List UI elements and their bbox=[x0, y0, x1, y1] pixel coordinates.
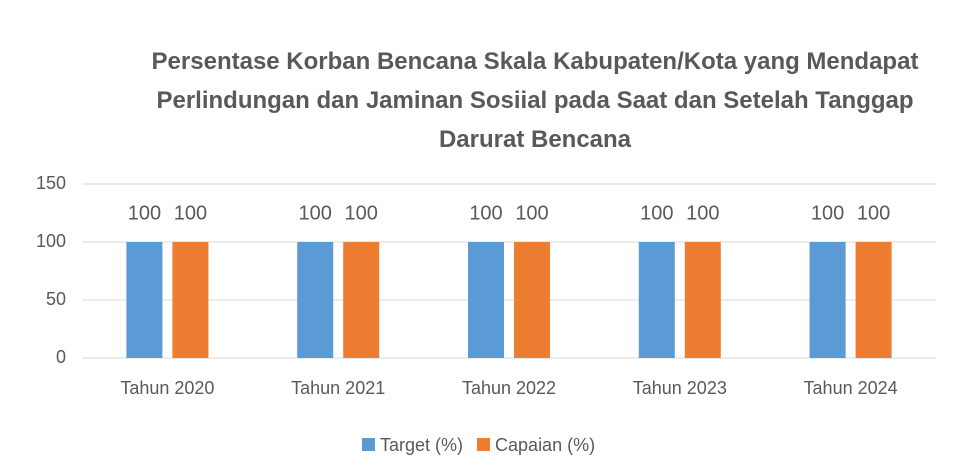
data-label: 100 bbox=[299, 202, 332, 224]
bar bbox=[514, 242, 550, 358]
data-label: 100 bbox=[345, 202, 378, 224]
bar bbox=[638, 242, 675, 358]
legend-label: Capaian (%) bbox=[495, 435, 595, 455]
bar bbox=[343, 242, 380, 358]
bar bbox=[468, 242, 504, 358]
x-tick-label: Tahun 2024 bbox=[804, 378, 898, 398]
y-tick-label: 150 bbox=[36, 173, 66, 193]
y-tick-label: 0 bbox=[56, 347, 66, 367]
x-tick-label: Tahun 2021 bbox=[291, 378, 385, 398]
data-label: 100 bbox=[857, 202, 890, 224]
data-label: 100 bbox=[515, 202, 548, 224]
data-label: 100 bbox=[174, 202, 207, 224]
bar bbox=[126, 242, 163, 358]
x-tick-label: Tahun 2020 bbox=[120, 378, 214, 398]
bar bbox=[855, 242, 892, 358]
data-label: 100 bbox=[640, 202, 673, 224]
data-label: 100 bbox=[686, 202, 719, 224]
chart-title: Persentase Korban Bencana Skala Kabupate… bbox=[151, 48, 919, 153]
bar bbox=[684, 242, 721, 358]
legend-swatch bbox=[362, 438, 375, 451]
x-tick-label: Tahun 2023 bbox=[633, 378, 727, 398]
data-label: 100 bbox=[469, 202, 502, 224]
y-tick-label: 50 bbox=[46, 289, 66, 309]
bar bbox=[809, 242, 846, 358]
y-tick-label: 100 bbox=[36, 231, 66, 251]
legend-label: Target (%) bbox=[380, 435, 463, 455]
legend-swatch bbox=[477, 438, 491, 451]
x-tick-label: Tahun 2022 bbox=[462, 378, 556, 398]
data-label: 100 bbox=[128, 202, 161, 224]
bar bbox=[172, 242, 209, 358]
bar bbox=[297, 242, 334, 358]
data-label: 100 bbox=[811, 202, 844, 224]
